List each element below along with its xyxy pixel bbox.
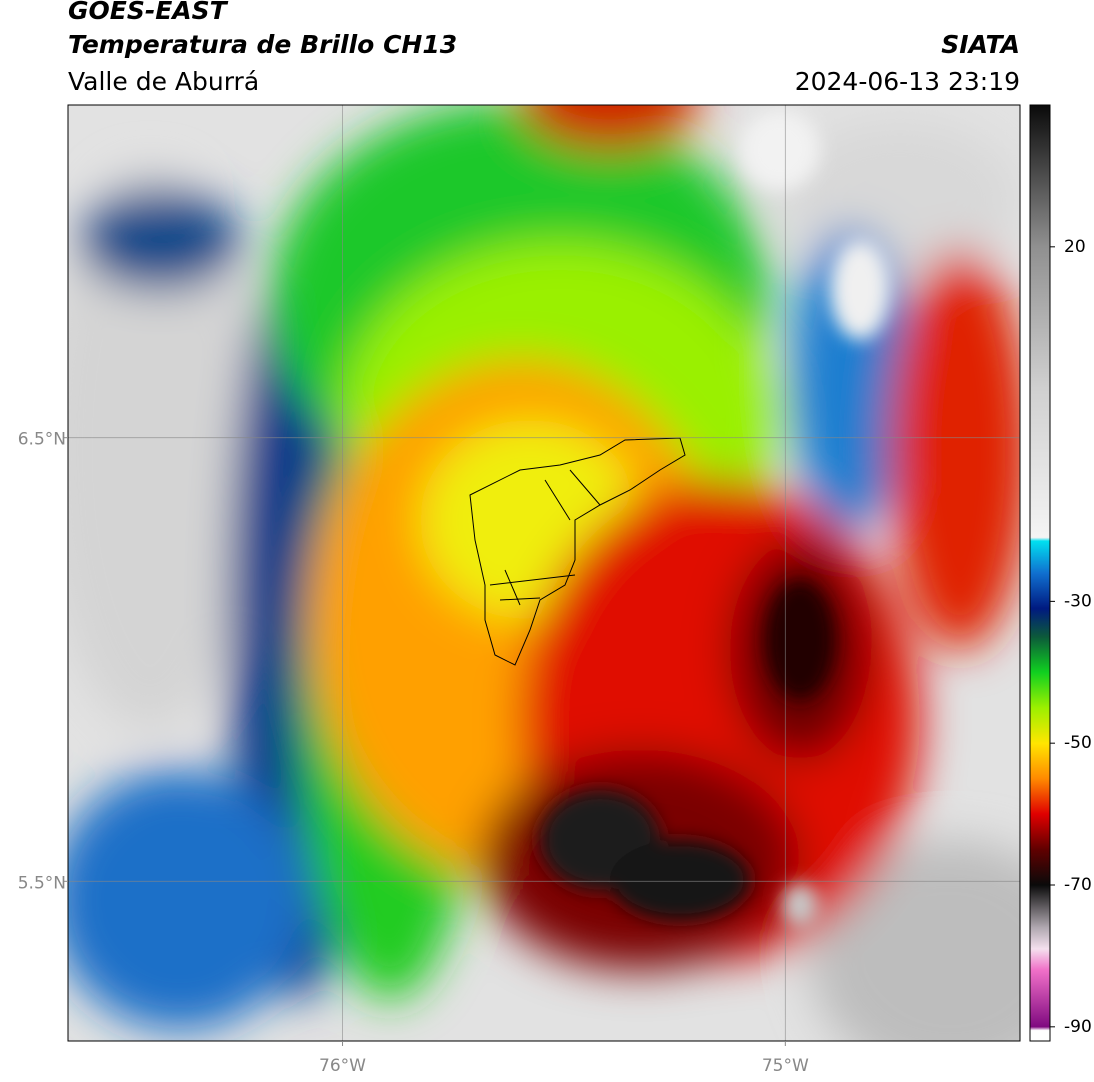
map-frame [67, 104, 1021, 1042]
satellite-image [68, 105, 1020, 1041]
colorbar [1029, 104, 1051, 1042]
title: GOES-EAST [68, 0, 229, 25]
colorbar-tick-label: -90 [1064, 1017, 1092, 1037]
lon-tick-label: 76°W [319, 1056, 366, 1076]
colorbar-tick-label: 20 [1064, 237, 1086, 257]
colorbar-tick-label: -70 [1064, 875, 1092, 895]
region: Valle de Aburrá [68, 67, 259, 96]
subtitle: Temperatura de Brillo CH13 [68, 30, 457, 59]
lon-tick-label: 75°W [762, 1056, 809, 1076]
timestamp: 2024-06-13 23:19 [795, 67, 1020, 96]
colorbar-tick-label: -50 [1064, 733, 1092, 753]
lat-tick-label: 6.5°N [18, 430, 66, 450]
lat-tick-label: 5.5°N [18, 873, 66, 893]
source: SIATA [941, 30, 1020, 59]
colorbar-tick-label: -30 [1064, 591, 1092, 611]
